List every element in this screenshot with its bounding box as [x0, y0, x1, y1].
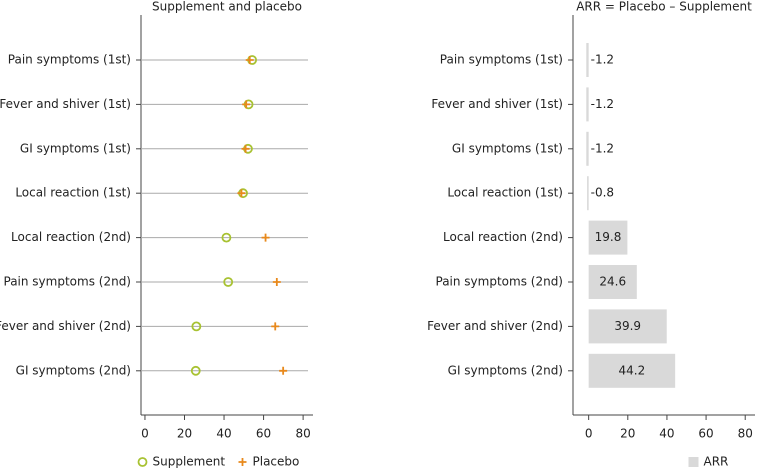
bar-label: 24.6	[599, 275, 626, 289]
y-tick-label: Pain symptoms (2nd)	[4, 275, 132, 289]
y-tick-label: GI symptoms (2nd)	[448, 363, 563, 377]
x-tick-label: 60	[698, 427, 713, 441]
y-tick-label: Local reaction (2nd)	[11, 230, 131, 244]
y-tick-label: GI symptoms (1st)	[20, 141, 131, 155]
x-tick-label: 80	[738, 427, 753, 441]
dot	[223, 277, 234, 287]
bar	[586, 131, 589, 166]
x-tick-label: 20	[177, 427, 192, 441]
bar-label: -1.2	[591, 53, 614, 67]
y-tick-label: Fever and shiver (1st)	[0, 97, 131, 111]
y-tick-label: Pain symptoms (2nd)	[436, 275, 564, 289]
bar-label: -1.2	[591, 141, 614, 155]
legend-label: Supplement	[153, 455, 226, 469]
y-tick-label: Pain symptoms (1st)	[440, 53, 563, 67]
legend-swatch	[238, 458, 247, 466]
y-tick-label: Fever and shiver (1st)	[431, 97, 563, 111]
dot	[279, 366, 288, 375]
panel-title: Supplement and placebo	[152, 0, 302, 14]
dot	[242, 100, 251, 109]
bar	[588, 220, 628, 255]
bar-label: -0.8	[591, 186, 614, 200]
legend-label: Placebo	[253, 455, 300, 469]
bar	[588, 309, 667, 344]
bar-label: -1.2	[591, 97, 614, 111]
y-tick-label: Local reaction (2nd)	[443, 230, 563, 244]
x-tick-label: 40	[216, 427, 231, 441]
dot	[237, 189, 246, 198]
legend-label: ARR	[704, 455, 729, 469]
dot	[261, 233, 270, 242]
bar-label: 39.9	[614, 319, 641, 333]
y-tick-label: Fever and shiver (2nd)	[0, 319, 131, 333]
dot	[221, 232, 232, 243]
bar	[586, 43, 589, 77]
y-tick-label: GI symptoms (2nd)	[16, 363, 131, 377]
dot	[241, 144, 250, 153]
bar	[588, 265, 637, 299]
x-tick-label: 60	[256, 427, 271, 441]
bar	[586, 87, 589, 122]
dot	[190, 365, 201, 376]
x-tick-label: 80	[295, 427, 310, 441]
x-tick-label: 20	[620, 427, 635, 441]
dot	[245, 56, 254, 64]
dot	[272, 278, 281, 286]
y-tick-label: GI symptoms (1st)	[452, 141, 563, 155]
dot	[271, 322, 280, 331]
panel-title: ARR = Placebo – Supplement	[576, 0, 752, 14]
x-tick-label: 0	[141, 427, 149, 441]
y-tick-label: Fever and shiver (2nd)	[427, 319, 563, 333]
legend-swatch	[137, 457, 148, 467]
bar	[587, 176, 589, 211]
y-tick-label: Local reaction (1st)	[447, 186, 563, 200]
x-tick-label: 40	[659, 427, 674, 441]
bar-label: 19.8	[595, 230, 622, 244]
x-tick-label: 0	[585, 427, 593, 441]
legend-swatch	[688, 457, 699, 467]
y-tick-label: Pain symptoms (1st)	[8, 53, 131, 67]
dot	[191, 321, 202, 332]
bar	[588, 353, 676, 388]
y-tick-label: Local reaction (1st)	[15, 186, 131, 200]
bar-label: 44.2	[619, 363, 646, 377]
